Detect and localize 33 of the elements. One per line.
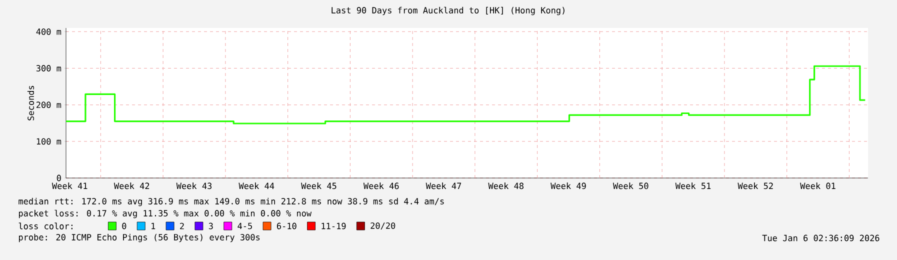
y-tick-label: 300 m <box>36 65 62 72</box>
y-tick-label: 0 <box>56 174 61 182</box>
x-tick-label: Week 43 <box>176 182 212 190</box>
x-tick-label: Week 49 <box>550 182 586 190</box>
x-tick-label: Week 42 <box>114 182 150 190</box>
x-tick-label: Week 46 <box>363 182 399 190</box>
legend-title: loss color: <box>18 222 72 230</box>
legend-label: 20/20 <box>370 222 396 230</box>
text: median rtt: 172.0 ms avg 316.9 ms max 149.0 ms min 212.8 ms now 38.9 ms sd 4.4 am/s <box>18 198 444 206</box>
y-tick-label: 400 m <box>36 28 62 35</box>
y-tick-label: 100 m <box>36 138 62 145</box>
x-tick-label: Week 50 <box>612 182 648 190</box>
x-tick-label: Week 44 <box>238 182 274 190</box>
x-tick-label: Week 45 <box>301 182 336 190</box>
legend-label: 0 <box>122 222 126 230</box>
y-tick-label: 200 m <box>36 102 62 108</box>
chart-title: Last 90 Days from Auckland to [HK] (Hong Kong) <box>332 6 564 16</box>
x-tick-label: Week 48 <box>488 182 524 190</box>
legend-label: 6-10 <box>276 222 296 230</box>
x-tick-label: Week 52 <box>738 182 773 190</box>
legend-label: 2 <box>180 222 184 230</box>
x-tick-label: Week 51 <box>675 182 711 190</box>
text: Tue Jan 6 02:36:09 2026 <box>762 234 880 242</box>
x-tick-label: Week 41 <box>52 182 88 190</box>
legend-label: 4-5 <box>238 222 252 230</box>
y-axis-title: Seconds <box>27 86 34 120</box>
legend-label: 11-19 <box>322 222 346 230</box>
text: packet loss: 0.17 % avg 11.35 % max 0.00 % min 0.00 % now <box>18 210 312 218</box>
legend-label: 3 <box>208 222 213 230</box>
text: probe: 20 ICMP Echo Pings (56 Bytes) every 300s <box>18 234 260 242</box>
x-tick-label: Week 47 <box>426 182 462 190</box>
legend-label: 1 <box>152 222 156 230</box>
x-tick-label: Week 01 <box>800 182 836 190</box>
